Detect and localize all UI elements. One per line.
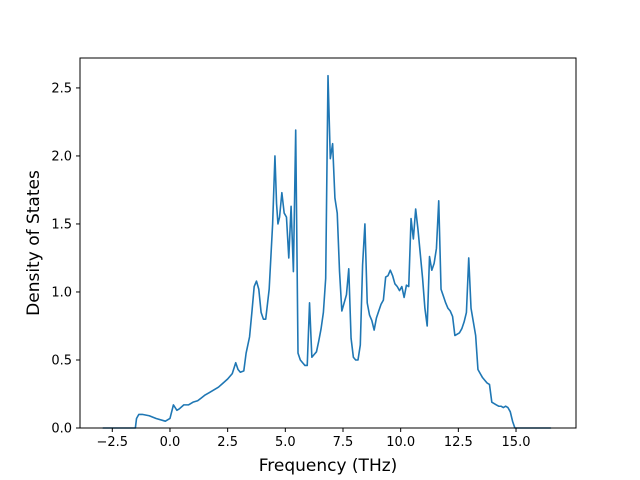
y-tick-label: 2.5 — [51, 81, 72, 96]
y-tick-label: 2.0 — [51, 149, 72, 164]
x-tick-label: 2.5 — [217, 435, 238, 450]
y-tick-label: 0.5 — [51, 353, 72, 368]
x-axis-label: Frequency (THz) — [259, 456, 398, 476]
axes-frame — [79, 57, 577, 429]
y-tick-label: 0.0 — [51, 422, 72, 437]
x-tick-label: 12.5 — [444, 435, 473, 450]
y-tick-label: 1.5 — [51, 217, 72, 232]
x-tick-label: 5.0 — [275, 435, 296, 450]
y-tick-label: 1.0 — [51, 285, 72, 300]
plot-area — [79, 57, 577, 429]
x-axis-ticks: −2.5 0.0 2.5 5.0 7.5 10.0 12.5 15.0 — [97, 428, 531, 450]
dos-series-line — [102, 74, 552, 429]
x-tick-label: 0.0 — [160, 435, 181, 450]
x-tick-label: 15.0 — [502, 435, 531, 450]
x-tick-label: 7.5 — [333, 435, 354, 450]
x-tick-label: −2.5 — [97, 435, 129, 450]
y-axis-label: Density of States — [24, 170, 44, 316]
x-tick-label: 10.0 — [386, 435, 415, 450]
y-axis-ticks: 0.0 0.5 1.0 1.5 2.0 2.5 — [51, 81, 80, 437]
